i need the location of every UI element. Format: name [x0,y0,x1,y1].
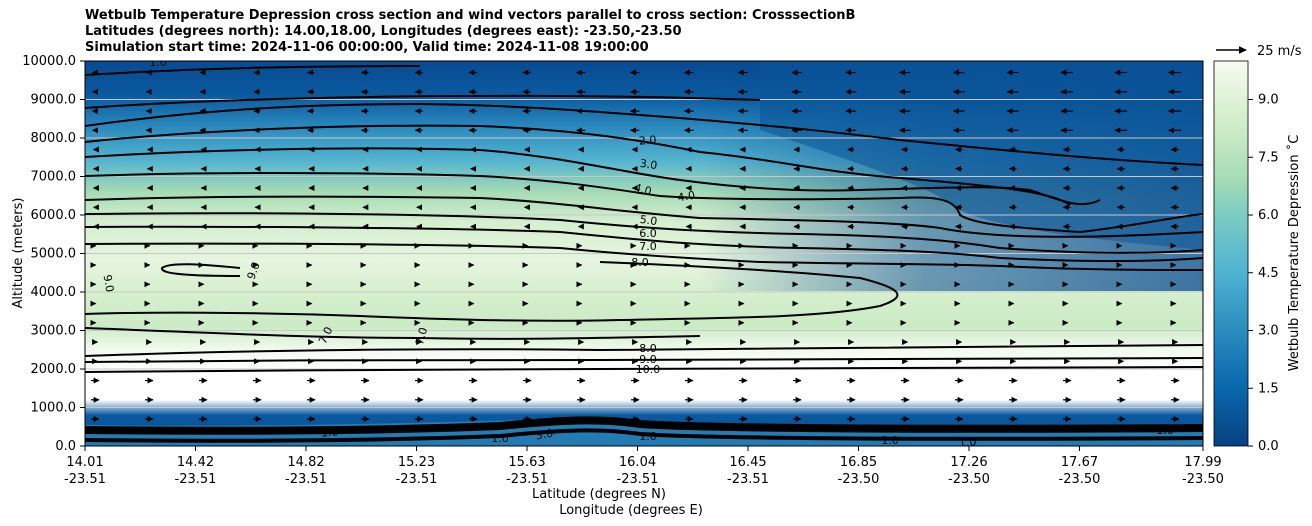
x-tick-label-latitude: 16.45 [729,455,766,470]
x-tick-label-longitude: -23.51 [285,472,327,487]
chart-title-line-1: Wetbulb Temperature Depression cross sec… [85,8,856,23]
x-axis-label-latitude: Latitude (degrees N) [532,487,666,502]
colorbar-tick-label: 9.0 [1258,93,1279,108]
y-axis-ticks: 0.0 1000.0 2000.0 3000.0 4000.0 5000.0 6000.0 7… [22,54,85,454]
contour-line-surface [85,428,1203,443]
contour-label: 3.0 [639,157,658,172]
quiver-key: 25 m/s [1216,44,1302,59]
contour-line [85,366,1203,373]
colorbar-label: Wetbulb Temperature Depression ˚C [1286,135,1302,372]
y-tick-label: 5000.0 [31,247,77,262]
y-tick-label: 4000.0 [31,285,77,300]
contour-line [85,225,1203,262]
contour-label: 1.0 [149,56,167,69]
contour-label: 1.0 [491,432,509,445]
x-tick-label-latitude: 15.63 [508,455,545,470]
x-tick-label-longitude: -23.51 [617,472,659,487]
x-tick-label-longitude: -23.51 [64,472,106,487]
contour-line [85,102,1203,166]
plot-area: 1.02.03.04.0 4.05.06.07.08.09.07.0 7.09.08… [85,56,1203,449]
contour-label: 2.0 [638,133,657,147]
x-tick-label-latitude: 16.85 [840,455,877,470]
contour-label: 10.0 [636,363,661,376]
x-tick-label-longitude: -23.50 [838,472,880,487]
y-tick-label: 7000.0 [31,170,77,185]
contour-label: 8.0 [639,342,657,355]
contour-label: 1.0 [958,435,977,449]
x-tick-label-latitude: 14.42 [177,455,214,470]
y-tick-label: 6000.0 [31,208,77,223]
colorbar-tick-label: 1.5 [1258,381,1279,396]
x-tick-label-longitude: -23.50 [1059,472,1101,487]
quiver-key-label: 25 m/s [1257,44,1302,59]
contour-label: 4.0 [633,181,653,198]
contour-label: 6.0 [639,227,657,240]
y-tick-label: 9000.0 [31,93,77,108]
contour-label: 1.0 [1156,424,1174,437]
y-tick-label: 2000.0 [31,362,77,377]
contour-line [85,65,421,76]
x-tick-label-longitude: -23.51 [396,472,438,487]
contour-line [85,242,1203,271]
chart-title-line-2: Latitudes (degrees north): 14.00,18.00, … [85,24,682,39]
contour-label: 1.0 [881,434,899,447]
chart-title-line-3: Simulation start time: 2024-11-06 00:00:… [85,40,649,55]
contour-line [85,94,761,109]
contour-lines [85,65,1203,443]
contour-label: 1.0 [639,430,657,443]
y-tick-label: 10000.0 [22,54,76,69]
x-tick-label-latitude: 16.04 [619,455,656,470]
colorbar-tick-label: 7.5 [1258,150,1279,165]
y-tick-label: 8000.0 [31,131,77,146]
chart-title-block: Wetbulb Temperature Depression cross sec… [85,8,855,56]
contour-label: 9.0 [639,353,657,366]
contour-label: 1.0 [320,425,339,439]
x-tick-label-latitude: 15.23 [398,455,435,470]
contour-line-surface [85,416,1203,435]
x-tick-label-latitude: 17.99 [1184,455,1221,470]
colorbar: 0.0 1.5 3.0 4.5 6.0 7.5 9.0 Wetbulb Temperatur… [1213,60,1302,454]
x-axis-label-longitude: Longitude (degrees E) [559,503,703,518]
x-tick-label-longitude: -23.51 [506,472,548,487]
contour-label: 4.0 [677,189,696,205]
colorbar-tick-label: 0.0 [1258,439,1279,454]
contour-label: 7.0 [639,240,657,253]
x-tick-label-longitude: -23.51 [175,472,217,487]
contour-label: 3.0 [535,427,554,443]
contour-label: 5.0 [639,213,658,228]
x-tick-label-longitude: -23.51 [727,472,769,487]
x-tick-label-latitude: 17.67 [1061,455,1098,470]
y-tick-label: 3000.0 [31,324,77,339]
colorbar-tick-label: 4.5 [1258,266,1279,281]
y-tick-label: 0.0 [55,439,76,454]
x-tick-label-latitude: 14.01 [66,455,103,470]
contour-line [161,263,241,277]
colorbar-tick-label: 3.0 [1258,324,1279,339]
x-axis-ticks: 14.01 -23.51 14.42 -23.51 14.82 -23.51 15.23 -2… [64,446,1224,487]
contour-line [85,261,899,322]
x-tick-label-longitude: -23.50 [1182,472,1224,487]
x-tick-label-latitude: 14.82 [287,455,324,470]
y-tick-label: 1000.0 [31,401,77,416]
y-axis-label: Altitude (meters) [11,198,26,309]
x-tick-label-longitude: -23.50 [948,472,990,487]
x-tick-label-latitude: 17.26 [950,455,987,470]
contour-line [85,327,701,340]
colorbar-ramp [1213,60,1249,447]
contour-line [85,195,1203,238]
contour-line [85,172,1203,234]
contour-line [85,344,1203,357]
colorbar-tick-label: 6.0 [1258,208,1279,223]
contour-line [85,212,1203,254]
contour-label: 9.0 [101,274,117,293]
contour-label: 8.0 [631,256,649,269]
colorbar-ticks: 0.0 1.5 3.0 4.5 6.0 7.5 9.0 [1248,93,1279,454]
wind-vectors [90,69,1182,423]
contour-line [85,124,1071,206]
